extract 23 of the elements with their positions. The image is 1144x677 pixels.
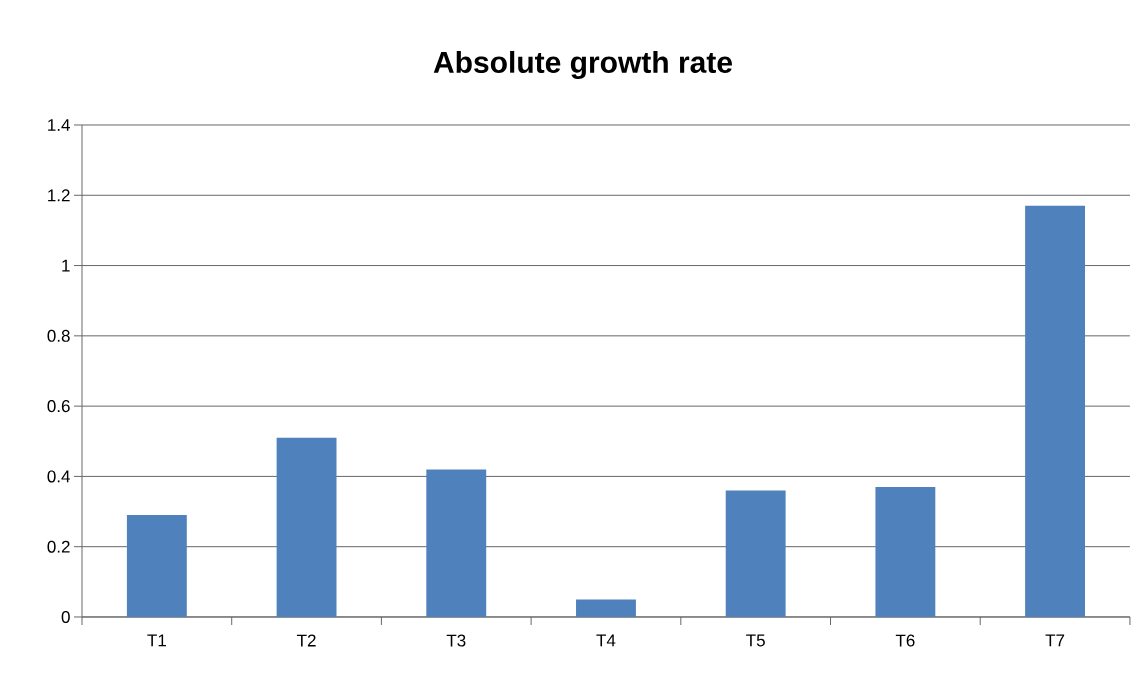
x-tick-label: T5 [746,634,765,647]
y-tick-label: 0.2 [47,540,70,553]
bar [576,599,636,617]
y-tick-label: 0.4 [47,470,70,483]
x-tick-label: T6 [895,634,915,647]
bar [276,437,337,617]
y-tick-label: 1.4 [48,119,70,131]
bar [875,486,936,617]
y-tick-label: 1 [62,259,70,272]
chart-title: Absolute growth rate [433,50,732,80]
x-tick-label: T3 [446,634,466,647]
x-tick-label: T7 [1045,634,1065,647]
y-tick-label: 0.8 [47,329,70,342]
bar [126,515,187,617]
x-tick-label: T2 [297,634,316,647]
y-tick-label: 0.6 [47,400,70,413]
bar [725,490,786,617]
x-tick-label: T4 [596,634,616,647]
x-tick-label: T1 [147,634,166,647]
y-tick-label: 1.2 [48,189,70,202]
bar [426,469,487,617]
bar [1025,205,1086,617]
y-tick-label: 0 [61,610,70,624]
